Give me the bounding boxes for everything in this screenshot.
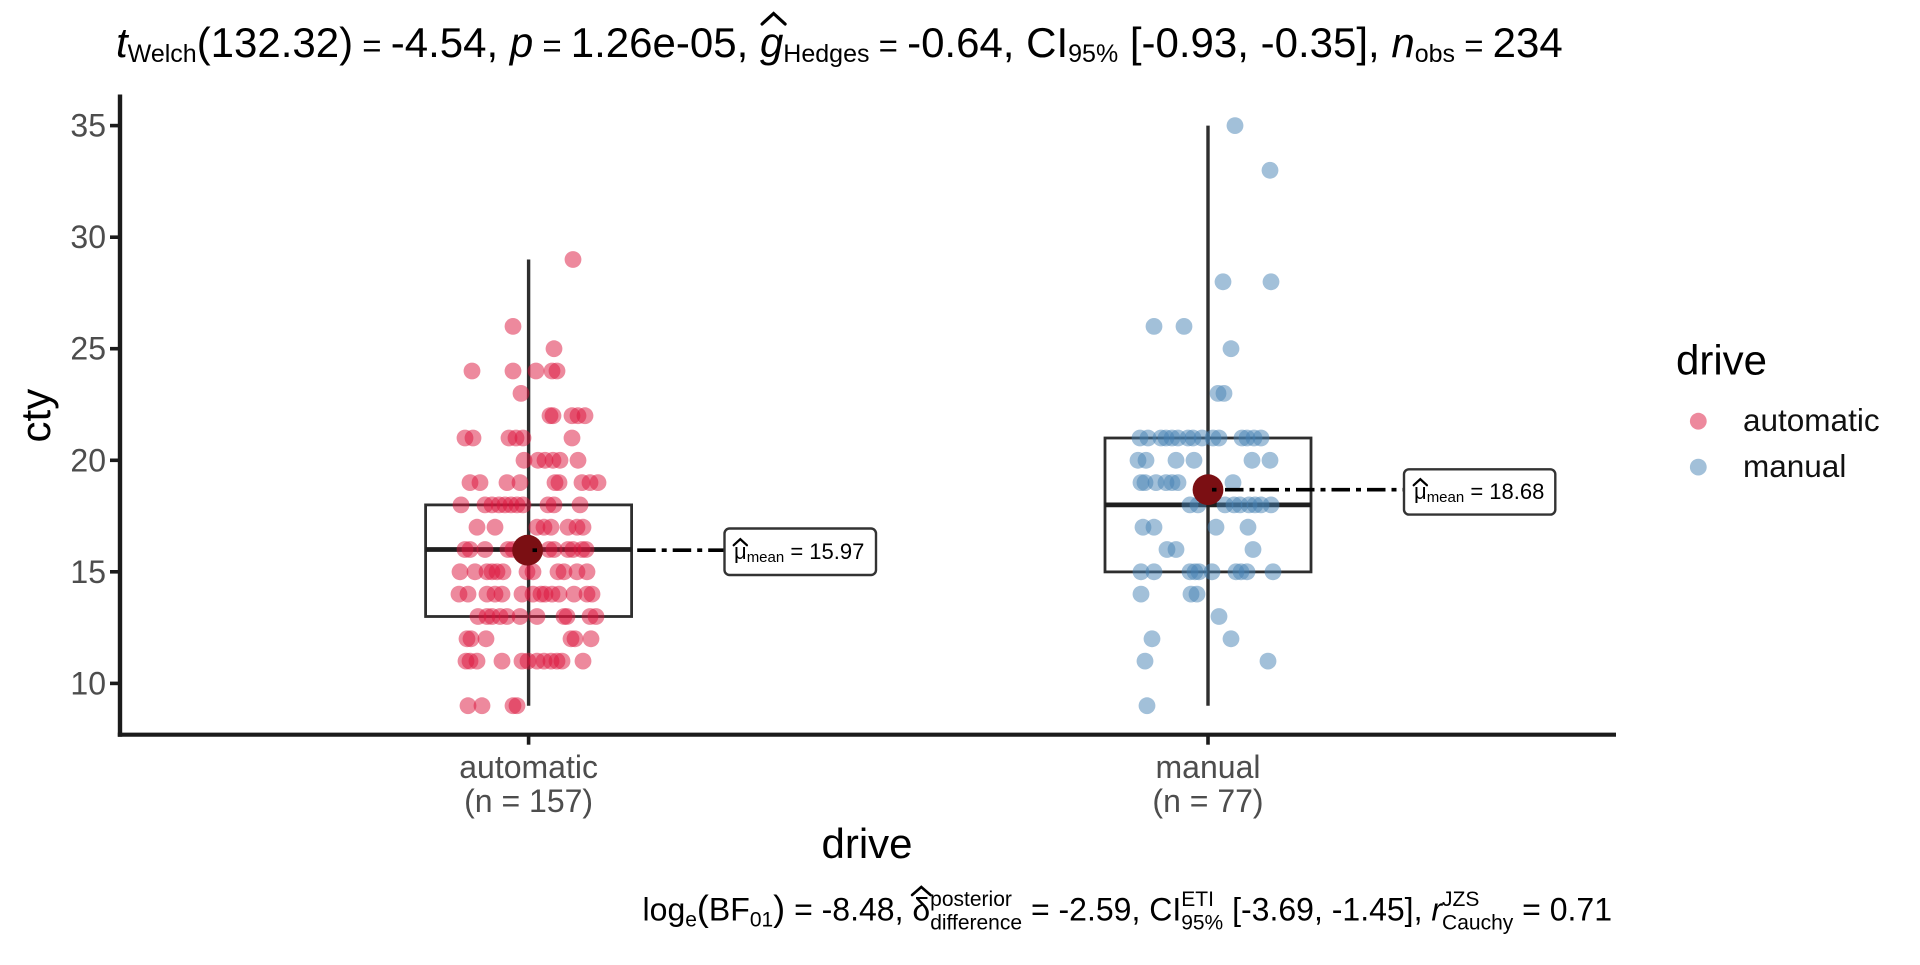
svg-text:15: 15	[70, 554, 106, 590]
svg-text:tWelch(132.32) = -4.54, p = 1.: tWelch(132.32) = -4.54, p = 1.26e-05, gH…	[116, 19, 1563, 68]
svg-text:automatic: automatic	[1743, 402, 1880, 438]
svg-text:μmean = 15.97: μmean = 15.97	[734, 539, 864, 566]
svg-text:(n = 157): (n = 157)	[464, 783, 593, 819]
svg-text:(n = 77): (n = 77)	[1152, 783, 1263, 819]
svg-text:drive: drive	[1676, 336, 1767, 383]
svg-text:manual: manual	[1743, 448, 1846, 484]
svg-text:10: 10	[70, 665, 106, 701]
svg-text:20: 20	[70, 442, 106, 478]
svg-text:cty: cty	[12, 389, 59, 443]
svg-text:μmean = 18.68: μmean = 18.68	[1414, 479, 1544, 506]
svg-text:automatic: automatic	[459, 749, 598, 785]
svg-text:manual: manual	[1156, 749, 1261, 785]
svg-text:35: 35	[70, 108, 106, 144]
svg-text:drive: drive	[821, 820, 912, 867]
svg-text:30: 30	[70, 219, 106, 255]
svg-text:25: 25	[70, 331, 106, 367]
svg-text:loge(BF01) = -8.48, δposterior: loge(BF01) = -8.48, δposterior difference…	[643, 888, 1612, 935]
